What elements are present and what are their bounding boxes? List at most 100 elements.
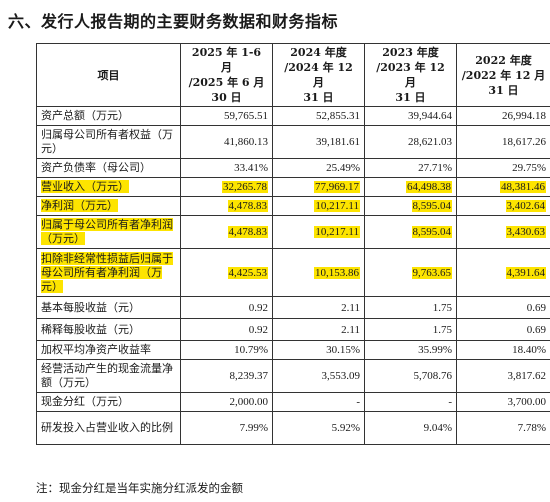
table-row: 归属于母公司所有者净利润（万元） 4,478.83 10,217.11 8,595.0… — [36, 215, 550, 249]
table-row: 净利润（万元） 4,478.83 10,217.11 8,595.04 3,402.64 — [36, 196, 550, 216]
row-value-text: 41,860.13 — [224, 136, 268, 148]
row-value: 7.99% — [180, 411, 273, 445]
row-label-text: 资产总额（万元） — [41, 109, 129, 122]
row-label-text: 营业收入（万元） — [41, 180, 129, 193]
row-label: 归属母公司所有者权益（万元） — [36, 125, 181, 159]
header-period-2022: 2022 年度 /2022 年 12 月 31 日 — [456, 43, 550, 107]
table-header-row: 项目 2025 年 1-6 月 /2025 年 6 月 30 日 2024 年度… — [36, 43, 550, 107]
table-row: 资产总额（万元） 59,765.51 52,855.31 39,944.64 26,99… — [36, 106, 550, 126]
row-value: 2.11 — [272, 296, 365, 319]
row-value-text: 2.11 — [341, 323, 360, 336]
row-value: 5.92% — [272, 411, 365, 445]
row-value-text: 8,595.04 — [411, 226, 452, 238]
row-label: 稀释每股收益（元） — [36, 318, 181, 341]
row-value: 39,181.61 — [272, 125, 365, 159]
row-value-text: 64,498.38 — [406, 181, 452, 193]
row-value: 27.71% — [364, 158, 457, 178]
row-value: 48,381.46 — [456, 177, 550, 197]
header-line: /2025 年 6 月 — [188, 76, 265, 89]
table-body: 资产总额（万元） 59,765.51 52,855.31 39,944.64 26,99… — [36, 106, 550, 445]
table-row: 稀释每股收益（元） 0.92 2.11 1.75 0.69 — [36, 318, 550, 341]
row-label-text: 现金分红（万元） — [41, 395, 129, 408]
row-value-text: 8,239.37 — [229, 370, 269, 382]
row-value-text: 1.75 — [432, 323, 452, 336]
row-value: 30.15% — [272, 340, 365, 360]
row-value-text: 48,381.46 — [500, 181, 546, 193]
footnote: 注：现金分红是当年实施分红派发的金额 — [36, 481, 243, 495]
row-value: 18,617.26 — [456, 125, 550, 159]
header-line: /2023 年 12 月 — [376, 61, 445, 89]
row-value: 3,402.64 — [456, 196, 550, 216]
row-value-text: 3,700.00 — [507, 396, 547, 408]
row-label-text: 净利润（万元） — [41, 199, 118, 212]
row-label: 基本每股收益（元） — [36, 296, 181, 319]
header-line: 31 日 — [303, 91, 334, 104]
row-value-text: 3,817.62 — [507, 370, 547, 382]
row-value-text: 9.04% — [423, 422, 452, 434]
row-label: 加权平均净资产收益率 — [36, 340, 181, 360]
row-label: 经营活动产生的现金流量净额（万元） — [36, 359, 181, 393]
table-row: 加权平均净资产收益率 10.79% 30.15% 35.99% 18.40% — [36, 340, 550, 360]
header-line: 31 日 — [488, 83, 519, 97]
row-value-text: 0.92 — [248, 323, 268, 336]
row-value-text: 4,478.83 — [227, 200, 268, 212]
row-value: 5,708.76 — [364, 359, 457, 393]
row-value-text: 3,430.63 — [505, 226, 546, 238]
row-value-text: 18,617.26 — [502, 136, 546, 148]
row-value-text: 32,265.78 — [222, 181, 268, 193]
row-value-text: 3,402.64 — [505, 200, 546, 212]
row-value-text: 18.40% — [512, 344, 546, 356]
row-label: 研发投入占营业收入的比例 — [36, 411, 181, 445]
row-value-text: 0.69 — [526, 323, 546, 336]
row-value-text: - — [356, 396, 360, 408]
row-value: 41,860.13 — [180, 125, 273, 159]
row-value: 10.79% — [180, 340, 273, 360]
row-label-text: 稀释每股收益（元） — [41, 322, 140, 336]
row-value: - — [272, 392, 365, 412]
row-value: 9,763.65 — [364, 248, 457, 297]
row-value-text: 39,944.64 — [408, 110, 452, 122]
row-value-text: 33.41% — [234, 162, 268, 174]
row-value-text: 10,217.11 — [314, 200, 360, 212]
row-value: 32,265.78 — [180, 177, 273, 197]
header-line: 31 日 — [395, 91, 426, 104]
row-value: 59,765.51 — [180, 106, 273, 126]
header-line: 2025 年 1-6 月 — [191, 46, 262, 74]
table-row: 研发投入占营业收入的比例 7.99% 5.92% 9.04% 7.78% — [36, 411, 550, 445]
row-value: 28,621.03 — [364, 125, 457, 159]
row-value-text: - — [448, 396, 452, 408]
row-value-text: 7.99% — [239, 422, 268, 434]
row-label-text: 扣除非经常性损益后归属于母公司所有者净利润（万元） — [41, 251, 173, 293]
row-value: 33.41% — [180, 158, 273, 178]
row-label-text: 经营活动产生的现金流量净额（万元） — [41, 362, 173, 389]
row-label: 扣除非经常性损益后归属于母公司所有者净利润（万元） — [36, 248, 181, 297]
row-value: 10,217.11 — [272, 215, 365, 249]
row-value: 2.11 — [272, 318, 365, 341]
table-row: 扣除非经常性损益后归属于母公司所有者净利润（万元） 4,425.53 10,153.… — [36, 248, 550, 297]
row-value: 64,498.38 — [364, 177, 457, 197]
row-value: 29.75% — [456, 158, 550, 178]
row-value: 8,239.37 — [180, 359, 273, 393]
row-value: 2,000.00 — [180, 392, 273, 412]
row-value: 9.04% — [364, 411, 457, 445]
header-line: /2022 年 12 月 — [461, 68, 546, 82]
row-value: 25.49% — [272, 158, 365, 178]
row-label-text: 基本每股收益（元） — [41, 300, 140, 314]
row-value-text: 30.15% — [326, 344, 360, 356]
header-item: 项目 — [36, 43, 181, 107]
row-value: 10,217.11 — [272, 196, 365, 216]
row-value-text: 3,553.09 — [321, 370, 361, 382]
row-value-text: 8,595.04 — [411, 200, 452, 212]
header-period-2025h1: 2025 年 1-6 月 /2025 年 6 月 30 日 — [180, 43, 273, 107]
section-title: 六、发行人报告期的主要财务数据和财务指标 — [8, 12, 339, 31]
row-value-text: 59,765.51 — [224, 110, 268, 122]
header-period-2024: 2024 年度 /2024 年 12 月 31 日 — [272, 43, 365, 107]
row-value: 1.75 — [364, 318, 457, 341]
row-label: 归属于母公司所有者净利润（万元） — [36, 215, 181, 249]
row-value-text: 29.75% — [512, 162, 546, 174]
row-value-text: 25.49% — [326, 162, 360, 174]
header-line: 2023 年度 — [382, 46, 439, 59]
header-line: 2024 年度 — [290, 46, 347, 59]
financial-data-table: 项目 2025 年 1-6 月 /2025 年 6 月 30 日 2024 年度… — [36, 43, 550, 445]
row-value-text: 4,391.64 — [505, 266, 546, 279]
